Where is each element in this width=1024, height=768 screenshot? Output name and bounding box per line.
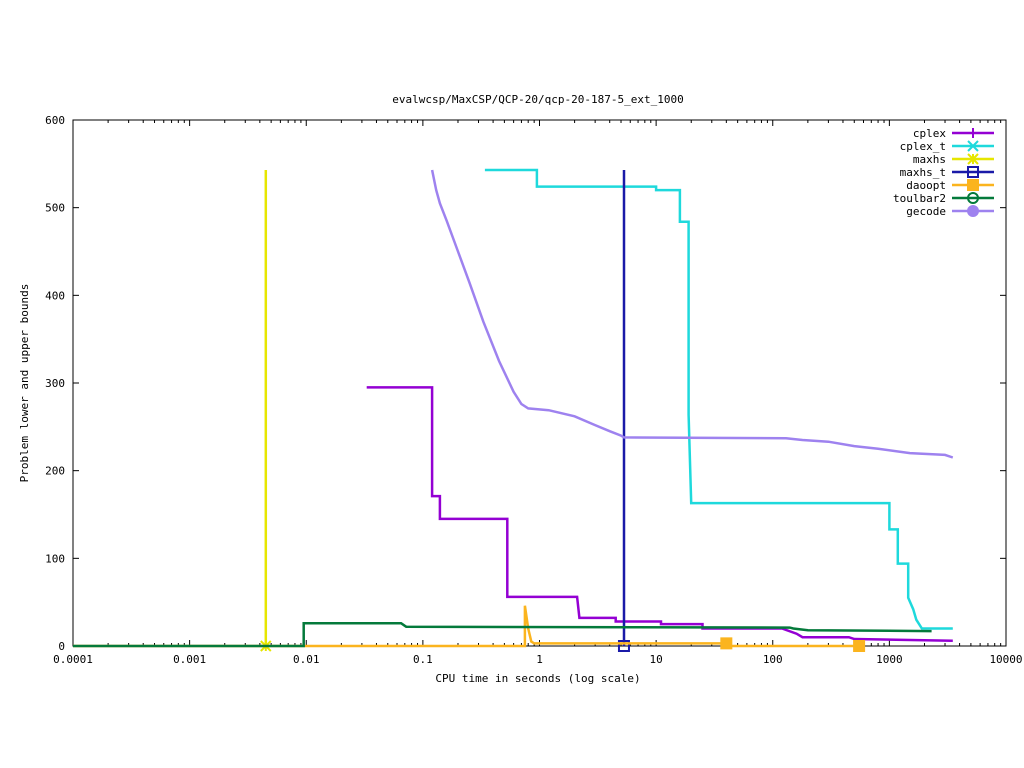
legend-label: maxhs <box>913 153 946 166</box>
series-gecode <box>430 169 954 459</box>
x-tick-label: 0.0001 <box>53 653 93 666</box>
legend-item-cplex_t: cplex_t <box>900 140 994 153</box>
x-axis-ticks: 0.0001 0.001 0.01 0.1 1 10 100 1000 10000 <box>53 120 1023 666</box>
y-axis-label: Problem lower and upper bounds <box>18 284 31 483</box>
legend-marker <box>967 153 979 165</box>
series-layer <box>73 168 954 652</box>
series-maxhs <box>260 170 272 652</box>
x-tick-label: 10 <box>650 653 663 666</box>
legend-item-toulbar2: toulbar2 <box>893 192 994 205</box>
legend-label: cplex_t <box>900 140 946 153</box>
legend-label: gecode <box>906 205 946 218</box>
legend-marker <box>967 205 979 217</box>
y-tick-label: 300 <box>45 377 65 390</box>
y-tick-label: 200 <box>45 465 65 478</box>
legend-marker <box>967 192 979 204</box>
series-cplex <box>366 386 953 642</box>
series-point-daoopt <box>853 640 866 652</box>
y-axis-ticks: 0 100 200 300 400 500 600 <box>45 114 1006 653</box>
x-axis-label: CPU time in seconds (log scale) <box>435 672 640 685</box>
legend-label: maxhs_t <box>900 166 946 179</box>
legend-item-daoopt: daoopt <box>906 179 994 192</box>
series-maxhs_t <box>617 170 630 652</box>
x-tick-label: 1 <box>536 653 543 666</box>
series-point-daoopt <box>720 637 733 650</box>
legend-marker <box>968 128 978 138</box>
y-tick-label: 400 <box>45 289 65 302</box>
series-daoopt <box>73 605 866 652</box>
y-tick-label: 500 <box>45 202 65 215</box>
y-tick-label: 0 <box>58 640 65 653</box>
legend-label: daoopt <box>906 179 946 192</box>
y-tick-label: 100 <box>45 552 65 565</box>
series-toulbar2 <box>73 621 932 648</box>
y-tick-label: 600 <box>45 114 65 127</box>
legend-marker <box>967 140 979 152</box>
legend-item-maxhs: maxhs <box>913 153 994 166</box>
series-line-cplex <box>366 386 953 642</box>
x-tick-label: 0.001 <box>173 653 206 666</box>
legend-label: cplex <box>913 127 946 140</box>
x-tick-label: 100 <box>763 653 783 666</box>
legend-item-gecode: gecode <box>906 205 994 218</box>
legend-label: toulbar2 <box>893 192 946 205</box>
legend-item-cplex: cplex <box>913 127 994 140</box>
x-tick-label: 10000 <box>989 653 1022 666</box>
series-line-cplex_t <box>484 168 953 630</box>
legend-marker <box>967 166 979 178</box>
series-cplex_t <box>484 168 953 630</box>
legend-marker <box>967 179 979 191</box>
plot-frame <box>72 119 1007 647</box>
chart-title: evalwcsp/MaxCSP/QCP-20/qcp-20-187-5_ext_… <box>392 93 683 106</box>
x-tick-label: 0.1 <box>413 653 433 666</box>
plot-area <box>72 119 1007 647</box>
x-tick-label: 0.01 <box>293 653 320 666</box>
series-point-maxhs_t <box>617 640 630 652</box>
series-line-toulbar2 <box>73 621 932 648</box>
legend: cplexcplex_tmaxhsmaxhs_tdaoopttoulbar2ge… <box>893 127 994 218</box>
x-tick-label: 1000 <box>876 653 903 666</box>
legend-item-maxhs_t: maxhs_t <box>900 166 994 179</box>
series-line-gecode <box>430 169 954 459</box>
